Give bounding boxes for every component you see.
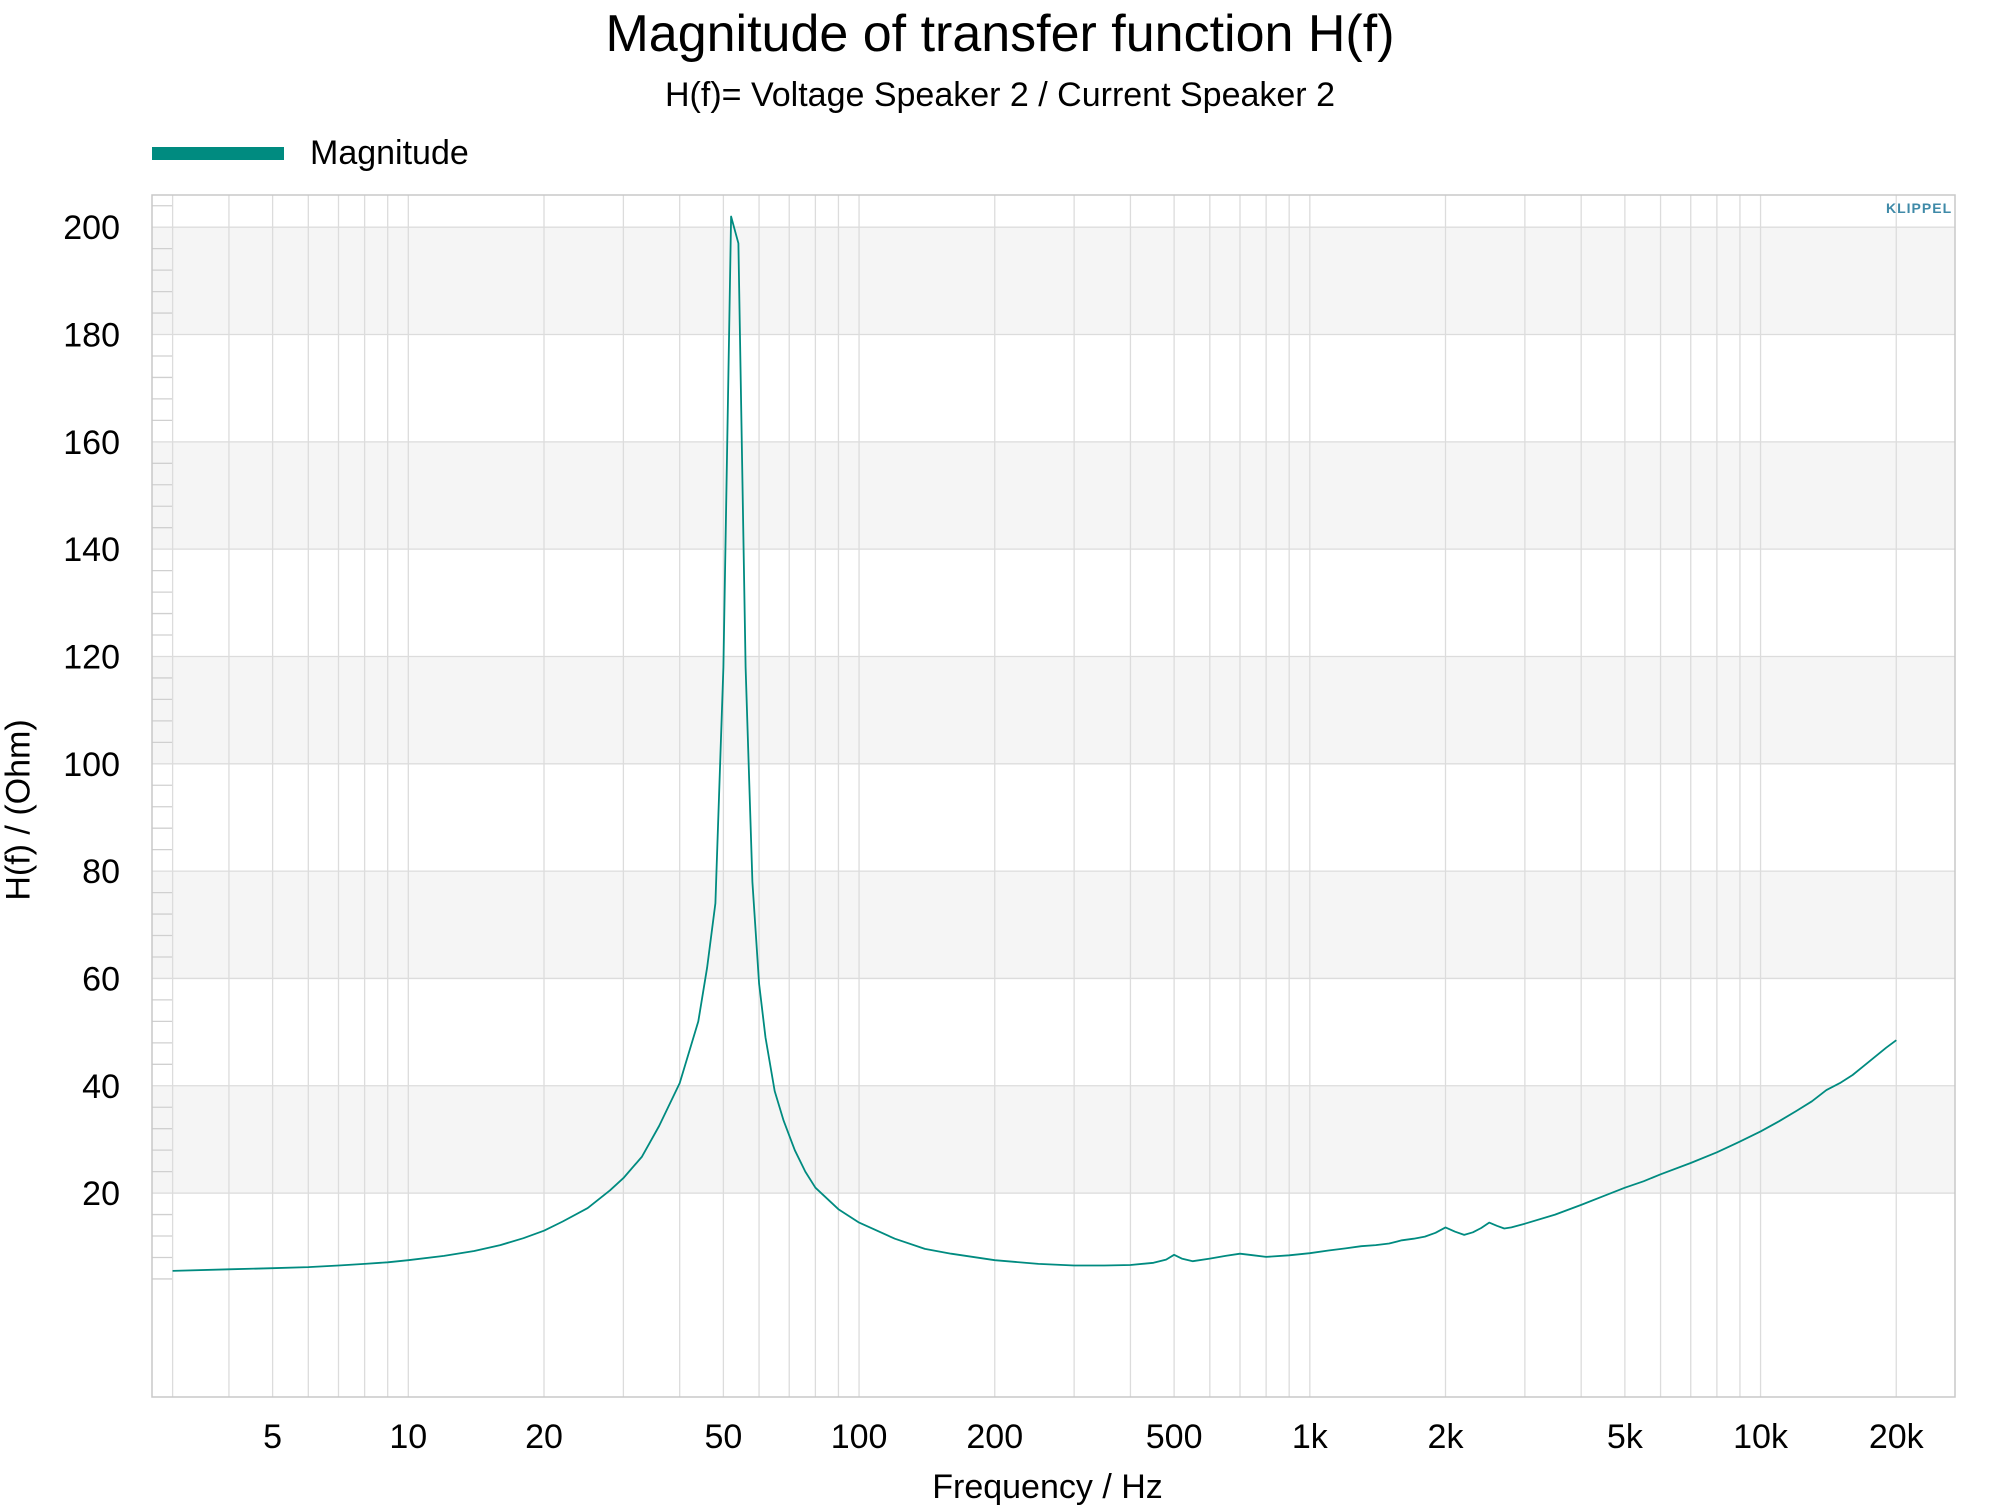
y-tick-label: 160 xyxy=(63,424,120,462)
y-tick-label: 100 xyxy=(63,746,120,784)
y-band xyxy=(152,871,1955,979)
x-tick-label: 20k xyxy=(1869,1418,1925,1456)
x-tick-label: 5k xyxy=(1607,1418,1644,1456)
y-tick-label: 180 xyxy=(63,317,120,355)
chart-subtitle: H(f)= Voltage Speaker 2 / Current Speake… xyxy=(665,76,1335,114)
y-band xyxy=(152,656,1955,764)
x-tick-label: 1k xyxy=(1292,1418,1329,1456)
plot-background xyxy=(152,195,1955,1397)
x-tick-label: 20 xyxy=(525,1418,563,1456)
x-tick-label: 10 xyxy=(389,1418,427,1456)
legend-label: Magnitude xyxy=(310,133,469,172)
y-tick-label: 200 xyxy=(63,209,120,247)
chart-title: Magnitude of transfer function H(f) xyxy=(605,5,1395,63)
x-tick-label: 500 xyxy=(1146,1418,1203,1456)
x-tick-label: 200 xyxy=(966,1418,1023,1456)
y-tick-label: 80 xyxy=(82,853,120,891)
y-tick-label: 120 xyxy=(63,638,120,676)
x-tick-label: 2k xyxy=(1428,1418,1465,1456)
x-tick-label: 5 xyxy=(263,1418,282,1456)
klippel-logo: KLIPPEL xyxy=(1886,200,1953,216)
x-tick-label: 100 xyxy=(831,1418,888,1456)
x-tick-label: 10k xyxy=(1733,1418,1789,1456)
y-tick-label: 40 xyxy=(82,1068,120,1106)
legend: Magnitude xyxy=(152,133,469,173)
plot-frame xyxy=(151,194,1956,1398)
y-band xyxy=(152,1085,1955,1194)
y-tick-label: 20 xyxy=(82,1175,120,1213)
y-tick-label: 140 xyxy=(63,531,120,569)
legend-swatch xyxy=(152,146,284,160)
x-tick-label: 50 xyxy=(704,1418,742,1456)
series-line-magnitude xyxy=(172,215,1897,1272)
y-tick-label: 60 xyxy=(82,960,120,998)
y-band xyxy=(152,227,1955,335)
y-band xyxy=(152,441,1955,550)
